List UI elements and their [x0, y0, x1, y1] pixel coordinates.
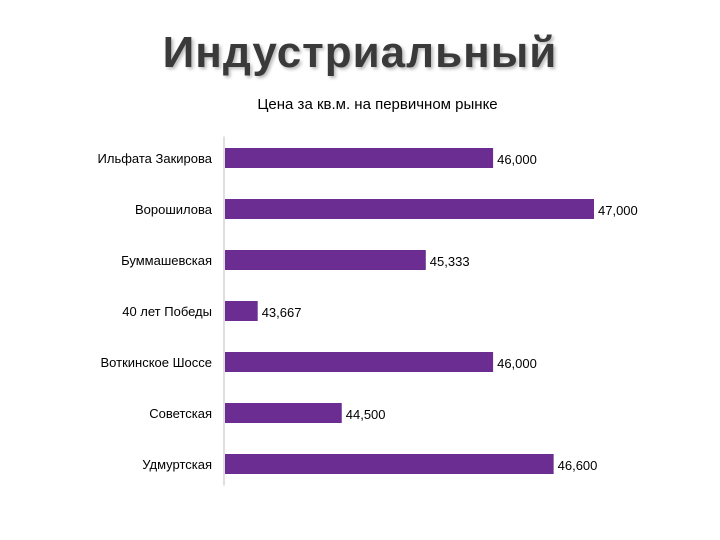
category-label: Буммашевская — [121, 253, 212, 268]
data-label: 43,667 — [262, 305, 302, 320]
category-label: 40 лет Победы — [122, 304, 212, 319]
bar — [225, 250, 426, 270]
category-label: Ильфата Закирова — [98, 151, 213, 166]
bar — [225, 352, 494, 372]
data-label: 46,000 — [497, 152, 537, 167]
category-label: Удмуртская — [142, 457, 212, 472]
chart-title: Цена за кв.м. на первичном рынке — [257, 96, 498, 113]
data-label: 46,000 — [497, 356, 537, 371]
category-label: Воткинское Шоссе — [101, 355, 212, 370]
bar — [225, 454, 554, 474]
data-label: 45,333 — [430, 254, 470, 269]
bar — [225, 403, 342, 423]
category-label: Советская — [149, 406, 212, 421]
bar — [225, 301, 258, 321]
slide-title: Индустриальный — [162, 28, 558, 77]
bar — [225, 148, 494, 168]
data-label: 46,600 — [558, 458, 598, 473]
data-label: 47,000 — [598, 203, 638, 218]
category-label: Ворошилова — [135, 202, 213, 217]
bar — [225, 199, 594, 219]
data-label: 44,500 — [346, 407, 386, 422]
